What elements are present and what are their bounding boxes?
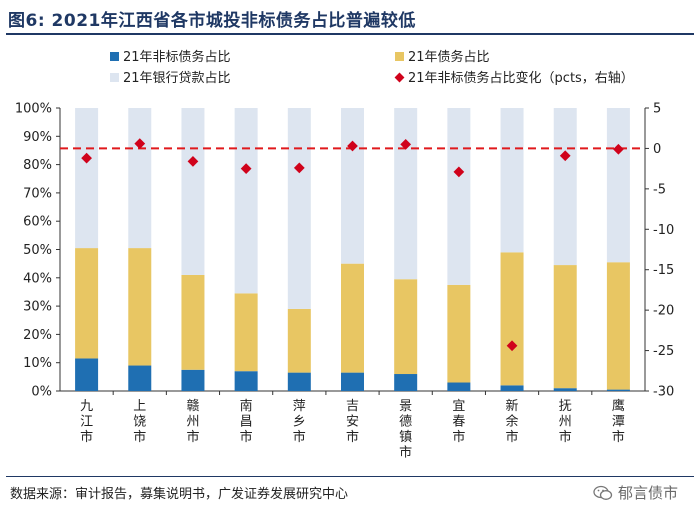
data-source: 数据来源：审计报告，募集说明书，广发证券发展研究中心 [10,487,349,502]
y-left-tick-label: 100% [15,102,52,117]
y-left-tick-label: 10% [23,356,52,371]
bar-segment-1-4 [287,308,311,373]
y-right-tick-label: -30 [653,385,674,400]
stacked-bar-chart: 21年非标债务占比 21年债务占比 21年银行贷款占比 21年非标债务占比变化（pct… [15,49,674,461]
bar-segment-0-0 [75,358,99,391]
bar-segment-0-3 [234,371,258,391]
bar-segment-1-0 [75,248,99,359]
x-tick-label-3: 南昌市 [240,398,253,445]
y-left-tick-label: 70% [23,186,52,201]
bar-segment-0-6 [394,374,418,391]
change-marker-9 [559,150,571,162]
legend-swatch-2 [110,73,119,82]
x-tick-label-10: 鹰潭市 [612,398,625,445]
change-marker-7 [453,166,465,178]
legend: 21年非标债务占比 21年债务占比 21年银行贷款占比 21年非标债务占比变化（pct… [110,49,634,86]
legend-label-3: 21年非标债务占比变化（pcts，右轴） [408,70,634,86]
legend-label-1: 21年债务占比 [408,49,490,65]
change-marker-6 [400,139,412,150]
y-right-tick-label: -25 [653,344,674,359]
bar-segment-1-3 [234,293,258,372]
bar-segment-1-9 [553,265,577,389]
x-tick-label-5: 吉安市 [346,399,359,445]
x-tick-label-8: 新余市 [506,398,519,445]
wechat-icon [593,485,613,500]
y-left-tick-label: 80% [23,158,52,173]
x-tick-label-7: 宜春市 [452,399,465,445]
y-left-tick-label: 30% [23,300,52,315]
bar-segment-2-5 [341,108,364,264]
bar-segment-2-1 [128,108,152,249]
bar-segment-2-0 [75,108,99,249]
x-tick-labels: 九江市 上饶市 赣州市 南昌市 萍乡市 吉安市 景德镇市 宜春市 新余市 抚州市 鹰潭市 [80,398,625,461]
bar-segment-2-9 [553,108,577,266]
legend-swatch-3 [394,72,405,83]
legend-label-2: 21年银行贷款占比 [123,71,231,86]
bar-segment-0-8 [500,385,524,391]
legend-swatch-0 [110,52,119,61]
x-tick-label-9: 抚州市 [559,399,572,445]
change-marker-3 [240,163,252,175]
change-marker-4 [293,162,305,174]
bar-segment-2-3 [234,108,258,294]
change-marker-0 [81,152,92,164]
bar-segment-2-10 [606,108,630,263]
legend-label-0: 21年非标债务占比 [123,49,231,65]
y-right-tick-label: -5 [653,182,666,197]
change-marker-2 [187,155,199,167]
bar-segment-0-1 [128,365,152,391]
x-tick-label-0: 九江市 [80,399,93,445]
bar-segment-0-7 [447,382,471,391]
bar-segment-1-10 [606,262,630,390]
bar-segment-0-10 [606,389,630,391]
bar-segment-2-8 [500,108,524,253]
bar-segment-2-6 [394,108,418,280]
legend-swatch-1 [395,52,404,61]
y-right-tick-label: 5 [653,102,661,117]
chart-title: 图6: 2021年江西省各市城投非标债务占比普遍较低 [8,11,416,31]
bar-segment-1-1 [128,248,152,366]
y-right-tick-label: -20 [653,304,674,319]
y-left-tick-label: 0% [31,385,52,400]
source-divider [6,476,694,477]
x-tick-label-6: 景德镇市 [399,399,412,461]
y-right-tick-label: 0 [653,142,661,157]
y-left-tick-label: 90% [23,130,52,145]
bar-segment-2-2 [181,108,205,275]
bar-segment-2-7 [447,108,471,285]
title-divider [6,33,694,35]
axes: 0% 10% 20% 30% 40% 50% 60% 70% 80% 90% 100% -30 -25 -… [15,102,674,400]
bar-segment-0-2 [181,369,205,391]
bar-segment-1-7 [447,284,471,383]
watermark-text: 郁言债市 [617,484,678,502]
bar-segment-0-4 [287,372,311,391]
bar-segment-1-8 [500,252,524,386]
bar-segment-0-5 [341,372,364,391]
bar-segment-1-5 [341,263,364,373]
change-marker-5 [347,140,358,152]
watermark: 郁言债市 [593,482,678,503]
change-marker-1 [134,138,146,149]
x-tick-label-1: 上饶市 [133,399,146,445]
bar-segment-0-9 [553,388,577,391]
x-tick-label-2: 赣州市 [186,399,199,445]
bar-segment-1-6 [394,279,418,375]
y-right-tick-label: -15 [653,263,674,278]
y-left-tick-label: 20% [23,328,52,343]
bar-segment-2-4 [287,108,311,309]
y-left-tick-label: 50% [23,243,52,258]
x-tick-label-4: 萍乡市 [293,399,306,445]
bar-segment-1-2 [181,274,205,370]
y-left-tick-label: 40% [23,271,52,286]
y-left-tick-label: 60% [23,215,52,230]
bars [75,108,630,391]
y-right-tick-label: -10 [653,223,674,238]
